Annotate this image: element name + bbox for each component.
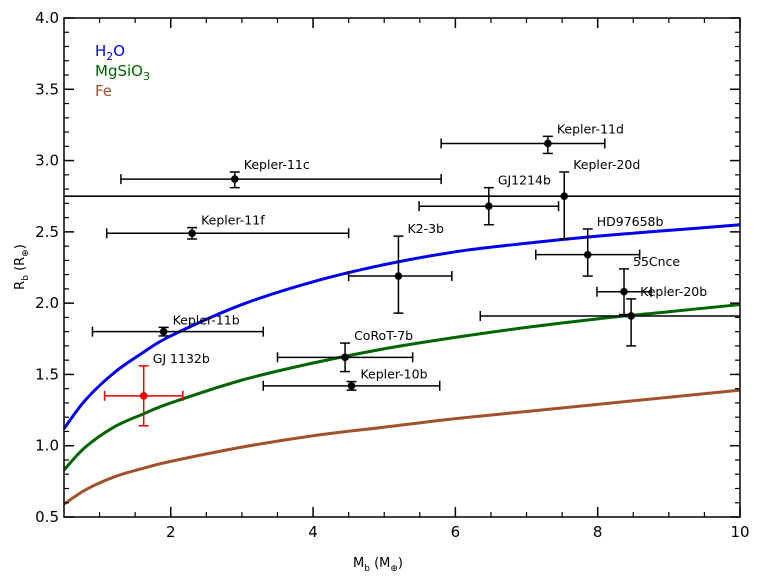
point-label-6: K2-3b xyxy=(407,221,444,236)
data-point-5: HD97658b xyxy=(535,214,664,277)
y-axis-label-main: R xyxy=(13,281,28,290)
point-marker-11 xyxy=(347,382,356,390)
y-tick-label-6: 3.5 xyxy=(35,80,59,98)
y-axis-label-sub: b xyxy=(21,275,31,281)
point-label-11: Kepler-10b xyxy=(360,367,427,382)
point-marker-3 xyxy=(560,192,569,201)
y-axis-label-close: ) xyxy=(13,244,28,249)
data-point-10: CoRoT-7b xyxy=(276,328,414,373)
model-curves xyxy=(62,223,741,506)
point-marker-8 xyxy=(627,312,635,320)
point-label-7: 55Cnce xyxy=(633,254,680,269)
data-point-1: Kepler-11c xyxy=(120,157,442,189)
point-label-8: Kepler-20b xyxy=(640,284,707,299)
y-axis-label: Rb (R⊕) xyxy=(13,244,31,290)
model-curve-1 xyxy=(62,303,741,471)
x-axis-label-main: M xyxy=(353,556,364,571)
point-marker-7 xyxy=(620,287,628,296)
point-marker-9 xyxy=(159,327,168,336)
point-marker-12 xyxy=(139,392,148,400)
point-label-3: Kepler-20d xyxy=(573,157,640,172)
point-label-9: Kepler-11b xyxy=(173,312,240,327)
legend-entry-subscript: 2 xyxy=(106,50,113,63)
x-axis-label-symbol: ⊕ xyxy=(390,564,398,574)
data-point-8: Kepler-20b xyxy=(479,284,740,347)
data-point-11: Kepler-10b xyxy=(262,367,441,391)
legend-entry-text: H xyxy=(95,42,106,60)
point-marker-2 xyxy=(485,202,493,210)
point-label-0: Kepler-11d xyxy=(557,121,624,136)
model-curve-0 xyxy=(62,223,741,430)
data-points: Kepler-11d Kepler-11c GJ1214b Kepler-20d Kep… xyxy=(64,121,740,427)
x-tick-label-3: 8 xyxy=(593,523,603,541)
data-point-12: GJ 1132b xyxy=(103,351,210,427)
x-tick-label-1: 4 xyxy=(308,523,318,541)
point-label-2: GJ1214b xyxy=(498,173,551,188)
point-marker-0 xyxy=(544,139,552,148)
legend-entry-1: MgSiO3 xyxy=(95,62,150,83)
data-point-7: 55Cnce xyxy=(596,254,680,316)
point-label-12: GJ 1132b xyxy=(153,351,210,366)
data-point-6: K2-3b xyxy=(347,221,453,314)
y-axis-label-unit: (R xyxy=(13,257,28,275)
y-tick-label-5: 3.0 xyxy=(35,152,59,170)
data-point-4: Kepler-11f xyxy=(105,213,350,240)
legend-entry-subscript: 3 xyxy=(143,70,150,83)
data-point-0: Kepler-11d xyxy=(440,121,624,155)
data-point-9: Kepler-11b xyxy=(91,312,264,337)
legend-entry-2: Fe xyxy=(95,82,112,100)
y-tick-label-2: 1.5 xyxy=(35,365,59,383)
y-tick-label-1: 1.0 xyxy=(35,437,59,455)
legend-entry-text: Fe xyxy=(95,82,112,100)
x-tick-label-2: 6 xyxy=(451,523,461,541)
plot-frame xyxy=(63,17,741,518)
y-axis-label-symbol: ⊕ xyxy=(21,249,31,257)
legend-entry-0: H2O xyxy=(95,42,125,63)
point-label-1: Kepler-11c xyxy=(244,157,310,172)
x-axis-label-sub: b xyxy=(364,564,370,574)
x-tick-label-4: 10 xyxy=(730,523,749,541)
y-tick-label-7: 4.0 xyxy=(35,9,59,27)
y-tick-label-4: 2.5 xyxy=(35,223,59,241)
y-tick-label-0: 0.5 xyxy=(35,508,59,526)
point-marker-5 xyxy=(583,250,592,259)
legend-entry-text-end: O xyxy=(113,42,125,60)
point-label-10: CoRoT-7b xyxy=(354,328,413,343)
y-tick-label-3: 2.0 xyxy=(35,294,59,312)
point-label-5: HD97658b xyxy=(597,214,664,229)
point-marker-1 xyxy=(230,175,239,183)
point-marker-4 xyxy=(188,229,196,238)
point-marker-10 xyxy=(341,353,349,362)
x-axis-label-unit: (M xyxy=(370,556,390,571)
point-label-4: Kepler-11f xyxy=(201,213,265,228)
legend-entry-text: MgSiO xyxy=(95,62,143,80)
axis-ticks: 2 4 6 8 10 0.5 1.0 1.5 2.0 2.5 3.0 3.5 4.0 xyxy=(35,9,749,541)
model-curve-2 xyxy=(63,388,741,506)
data-point-2: GJ1214b xyxy=(418,173,560,226)
data-point-3: Kepler-20d xyxy=(64,157,740,240)
x-axis-label: Mb (M⊕) xyxy=(353,556,403,574)
x-axis-label-close: ) xyxy=(398,556,403,571)
point-marker-6 xyxy=(394,272,403,280)
x-tick-label-0: 2 xyxy=(166,523,176,541)
